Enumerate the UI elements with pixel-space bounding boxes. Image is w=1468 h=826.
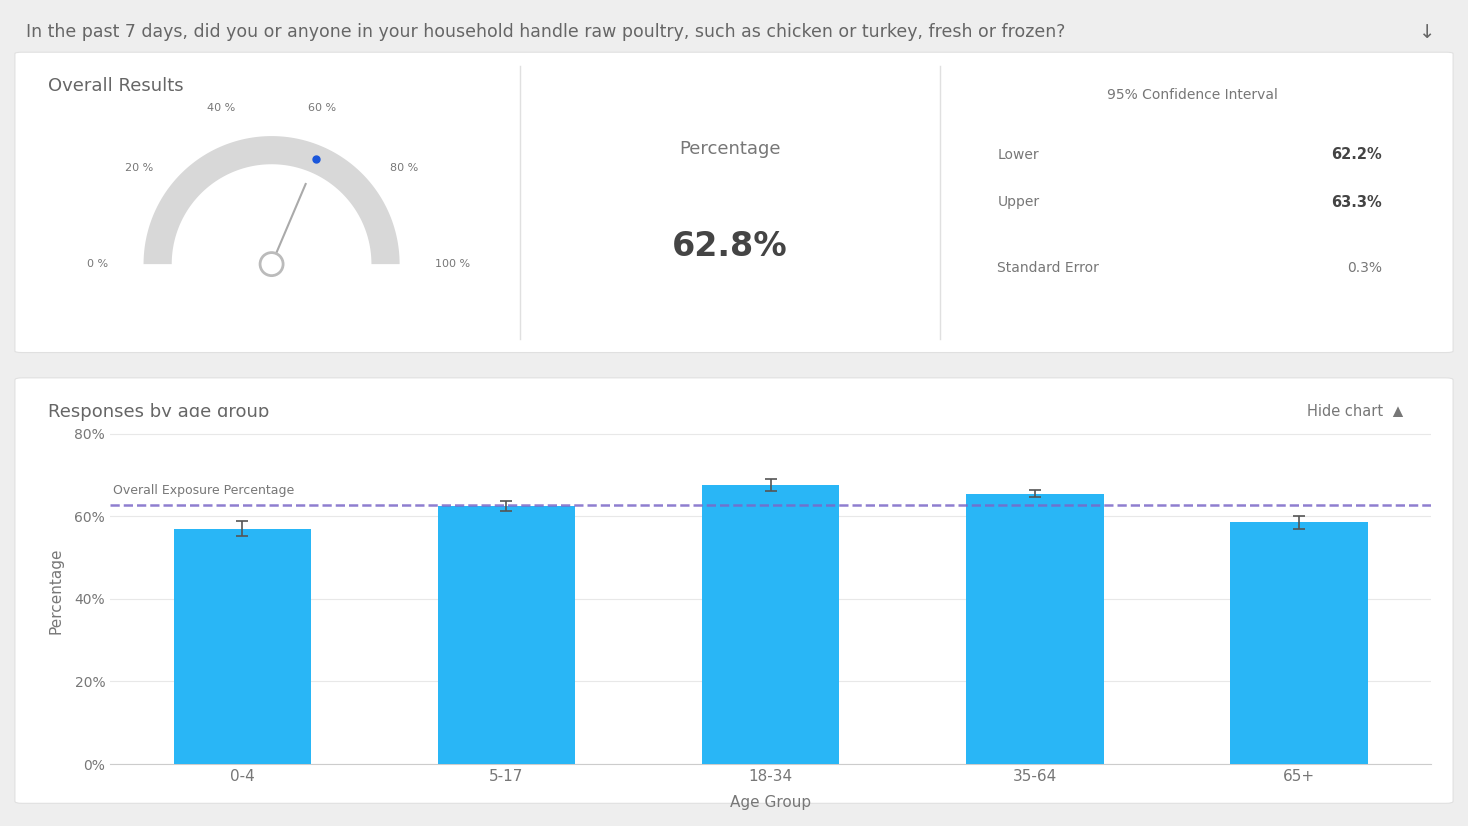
Text: Hide chart  ▲: Hide chart ▲ [1307,403,1403,418]
Text: Responses by age group: Responses by age group [47,403,269,421]
Text: 20 %: 20 % [125,163,153,173]
Text: 63.3%: 63.3% [1331,195,1381,210]
Text: Percentage: Percentage [680,140,781,158]
Text: Standard Error: Standard Error [997,261,1100,275]
Text: 62.8%: 62.8% [672,230,787,263]
Text: 62.2%: 62.2% [1331,147,1381,162]
Text: 80 %: 80 % [390,163,418,173]
X-axis label: Age Group: Age Group [730,795,812,810]
Bar [437,506,575,764]
Text: Overall Exposure Percentage: Overall Exposure Percentage [113,484,294,497]
Text: 100 %: 100 % [436,259,471,269]
Polygon shape [144,136,399,264]
FancyBboxPatch shape [15,377,1453,804]
Text: Overall Results: Overall Results [47,78,184,96]
Text: ↓: ↓ [1420,23,1436,42]
FancyBboxPatch shape [15,52,1453,353]
Text: 0 %: 0 % [87,259,107,269]
Text: Lower: Lower [997,148,1039,162]
Text: In the past 7 days, did you or anyone in your household handle raw poultry, such: In the past 7 days, did you or anyone in… [26,23,1066,41]
Bar [1230,522,1368,764]
Circle shape [260,253,283,276]
Bar [702,486,840,764]
Text: 95% Confidence Interval: 95% Confidence Interval [1107,88,1279,102]
Y-axis label: Percentage: Percentage [48,548,63,634]
Text: Upper: Upper [997,196,1039,209]
Bar [966,494,1104,764]
Text: 40 %: 40 % [207,103,235,113]
Text: 60 %: 60 % [308,103,336,113]
Bar [173,529,311,764]
Text: 0.3%: 0.3% [1348,261,1381,275]
